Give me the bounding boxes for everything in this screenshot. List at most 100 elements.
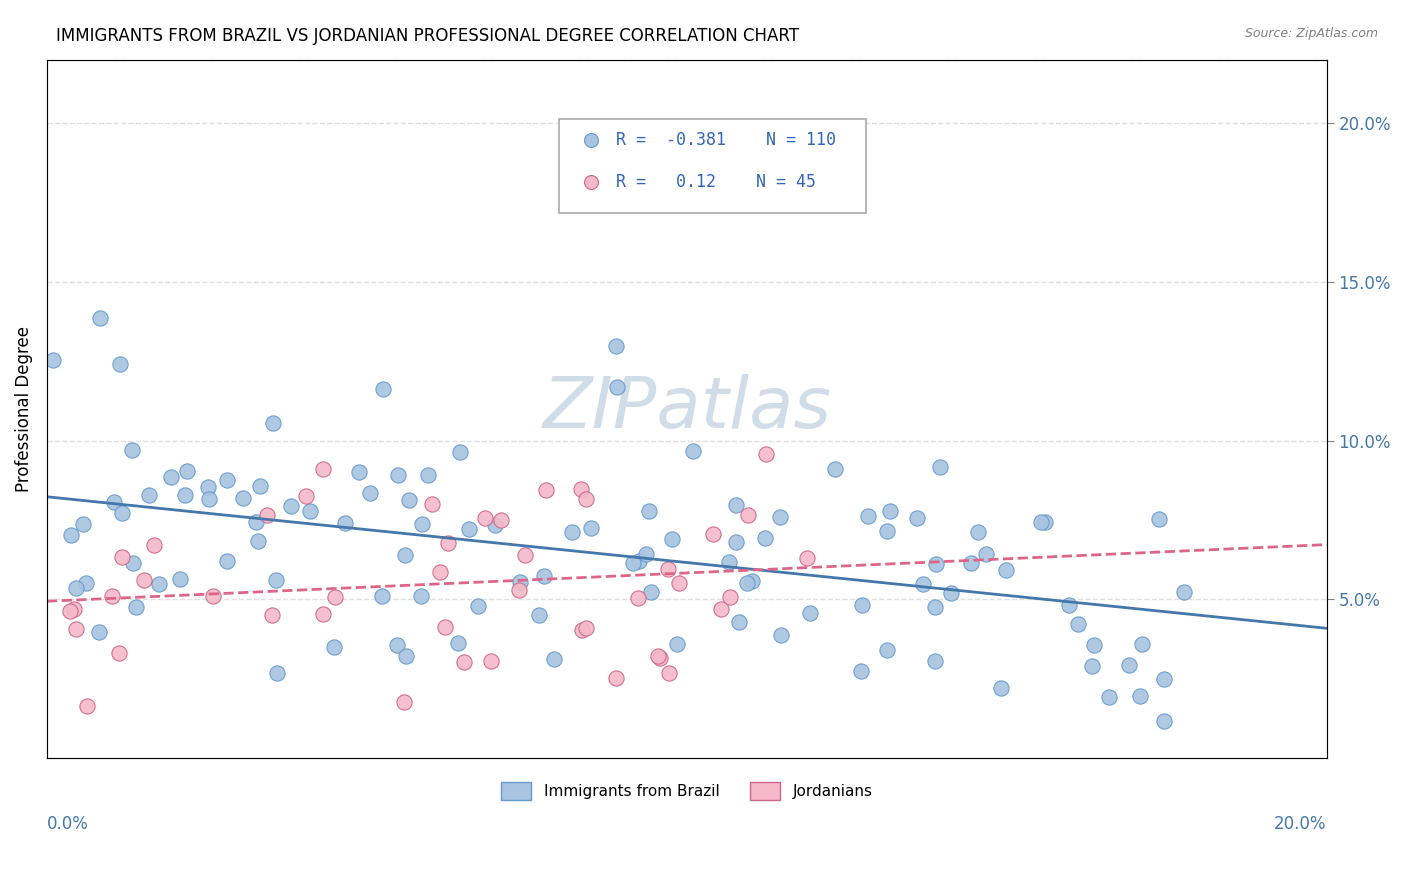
Point xyxy=(1057,598,1080,612)
Point xyxy=(876,643,898,657)
Point xyxy=(373,382,395,396)
Point xyxy=(1130,637,1153,651)
Point xyxy=(967,525,990,540)
Text: 20.0%: 20.0% xyxy=(1274,815,1327,833)
Point xyxy=(72,516,94,531)
FancyBboxPatch shape xyxy=(558,119,866,213)
Point xyxy=(858,509,880,524)
Point xyxy=(634,547,657,561)
Point xyxy=(647,648,669,663)
Point xyxy=(215,473,238,487)
Point xyxy=(299,504,322,518)
Point xyxy=(627,591,650,605)
Point xyxy=(515,549,537,563)
Point xyxy=(63,602,86,616)
Point xyxy=(42,352,65,367)
Point xyxy=(534,483,557,497)
Point xyxy=(994,563,1017,577)
Point xyxy=(1083,638,1105,652)
Point xyxy=(925,557,948,571)
Point xyxy=(453,656,475,670)
Point xyxy=(728,615,751,629)
Point xyxy=(1033,515,1056,529)
Point xyxy=(1173,584,1195,599)
Point xyxy=(710,601,733,615)
Point xyxy=(474,511,496,525)
Point xyxy=(411,516,433,531)
Point xyxy=(529,608,551,623)
Point xyxy=(724,498,747,512)
Point xyxy=(974,548,997,562)
Point xyxy=(103,494,125,508)
Legend: Immigrants from Brazil, Jordanians: Immigrants from Brazil, Jordanians xyxy=(495,775,879,806)
Point xyxy=(134,573,156,587)
Point xyxy=(111,506,134,520)
Point xyxy=(433,620,456,634)
Point xyxy=(928,460,950,475)
Point xyxy=(575,491,598,506)
Point xyxy=(169,572,191,586)
Point xyxy=(76,698,98,713)
Point xyxy=(387,467,409,482)
Point xyxy=(924,654,946,668)
Point xyxy=(579,520,602,534)
Point xyxy=(648,651,671,665)
Point xyxy=(264,573,287,587)
Point xyxy=(1147,512,1170,526)
Point xyxy=(941,586,963,600)
Point xyxy=(561,525,583,540)
Point xyxy=(754,532,776,546)
Point xyxy=(628,553,651,567)
Point xyxy=(605,671,627,685)
Text: R =  -0.381    N = 110: R = -0.381 N = 110 xyxy=(616,131,837,149)
Point xyxy=(879,504,901,518)
Point xyxy=(718,590,741,604)
Point xyxy=(416,468,439,483)
Point xyxy=(280,499,302,513)
Point xyxy=(737,508,759,523)
Point xyxy=(769,509,792,524)
Point xyxy=(89,310,111,325)
Point xyxy=(124,600,146,615)
Point xyxy=(447,636,470,650)
Point xyxy=(755,447,778,461)
Point xyxy=(569,482,592,496)
Point xyxy=(121,443,143,458)
Point xyxy=(621,557,644,571)
Point xyxy=(359,486,381,500)
Point xyxy=(702,526,724,541)
Point xyxy=(108,646,131,660)
Text: Source: ZipAtlas.com: Source: ZipAtlas.com xyxy=(1244,27,1378,40)
Point xyxy=(215,554,238,568)
Point xyxy=(457,522,479,536)
Point xyxy=(851,598,873,612)
Point xyxy=(575,621,598,635)
Point xyxy=(905,511,928,525)
Text: ZIPatlas: ZIPatlas xyxy=(543,375,831,443)
Point xyxy=(371,589,394,603)
Text: IMMIGRANTS FROM BRAZIL VS JORDANIAN PROFESSIONAL DEGREE CORRELATION CHART: IMMIGRANTS FROM BRAZIL VS JORDANIAN PROF… xyxy=(56,27,799,45)
Point xyxy=(912,577,935,591)
Point xyxy=(59,604,82,618)
Point xyxy=(249,479,271,493)
Point xyxy=(638,504,661,518)
Point xyxy=(1129,689,1152,703)
Point xyxy=(668,575,690,590)
Point xyxy=(437,536,460,550)
Point xyxy=(245,515,267,529)
Point xyxy=(247,533,270,548)
Point xyxy=(508,582,530,597)
Point xyxy=(543,651,565,665)
Point xyxy=(605,339,627,353)
Point xyxy=(333,516,356,531)
Point xyxy=(108,357,131,371)
Point xyxy=(176,464,198,478)
Point xyxy=(640,585,662,599)
Point xyxy=(682,444,704,458)
Point xyxy=(323,640,346,654)
Point xyxy=(1153,714,1175,728)
Point xyxy=(323,590,346,604)
Point xyxy=(489,512,512,526)
Point xyxy=(387,638,409,652)
Point xyxy=(824,461,846,475)
